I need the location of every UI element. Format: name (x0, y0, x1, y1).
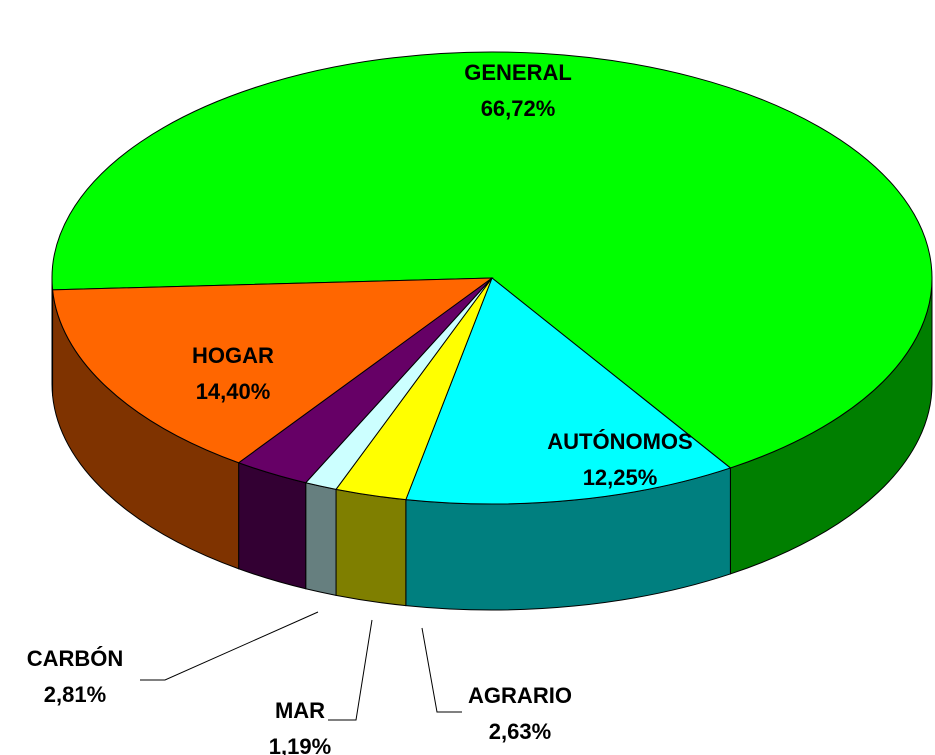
slice (51, 51, 933, 469)
slice-value-label: 14,40% (196, 379, 271, 404)
slice (405, 277, 732, 505)
slice (52, 277, 494, 464)
pie-sides (51, 277, 933, 611)
slice-value-label: 1,19% (269, 734, 331, 755)
slice-side (238, 462, 307, 590)
leader-line (140, 611, 319, 681)
slice-label: GENERAL (464, 60, 572, 85)
slice-value-label: 66,72% (481, 96, 556, 121)
slice-label: AUTÓNOMOS (547, 429, 692, 454)
slice-label: MAR (275, 698, 325, 723)
slice-side (335, 488, 407, 607)
slice-value-label: 12,25% (583, 465, 658, 490)
leader-line (421, 627, 462, 713)
slice-label: HOGAR (192, 343, 274, 368)
slice-label: CARBÓN (27, 646, 124, 671)
pie-tops (51, 51, 933, 505)
leader-line (328, 619, 373, 721)
slice-label: AGRARIO (468, 683, 572, 708)
slice-value-label: 2,63% (489, 719, 551, 744)
slice-side (305, 482, 337, 596)
slice-value-label: 2,81% (44, 682, 106, 707)
